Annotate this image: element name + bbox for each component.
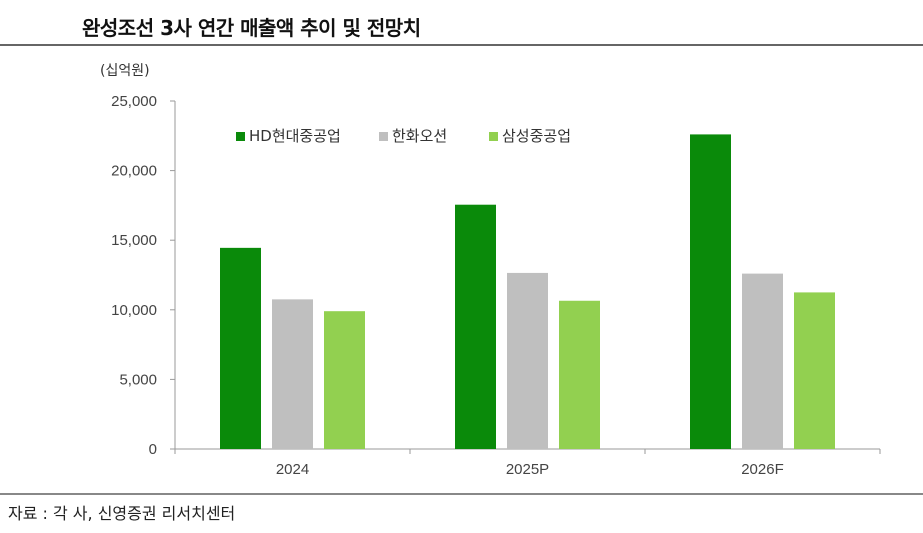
y-tick-label: 5,000 <box>119 371 157 388</box>
bar <box>559 300 600 449</box>
x-tick-label: 2024 <box>276 461 309 478</box>
bar <box>794 292 835 449</box>
legend-swatch <box>236 132 245 141</box>
bar <box>455 204 496 449</box>
title-divider <box>0 44 923 46</box>
y-tick-label: 25,000 <box>111 93 157 110</box>
bar <box>507 272 548 449</box>
y-tick-label: 15,000 <box>111 232 157 249</box>
bar <box>220 247 261 449</box>
x-tick-label: 2025P <box>506 461 549 478</box>
bar-chart: (십억원) 0 5,000 10,000 15,000 20,000 25,000 2024… <box>100 63 881 478</box>
y-tick-label: 20,000 <box>111 163 157 180</box>
legend-label: HD현대중공업 <box>249 127 341 145</box>
y-tick-label: 10,000 <box>111 302 157 319</box>
legend-label: 삼성중공업 <box>502 127 571 145</box>
chart-bars <box>220 134 835 449</box>
legend-swatch <box>489 132 498 141</box>
bar <box>690 134 731 449</box>
legend-label: 한화오션 <box>392 127 447 145</box>
bar <box>272 299 313 449</box>
y-tick-label: 0 <box>149 441 157 458</box>
bar <box>324 311 365 449</box>
legend-swatch <box>379 132 388 141</box>
bar <box>742 273 783 449</box>
chart-title: 완성조선 3사 연간 매출액 추이 및 전망치 <box>82 16 421 40</box>
source-divider <box>0 493 923 495</box>
x-tick-label: 2026F <box>741 461 784 478</box>
chart-legend: HD현대중공업 한화오션 삼성중공업 <box>236 127 571 145</box>
y-axis-unit-label: (십억원) <box>100 63 150 79</box>
source-note: 자료 : 각 사, 신영증권 리서치센터 <box>8 504 236 523</box>
